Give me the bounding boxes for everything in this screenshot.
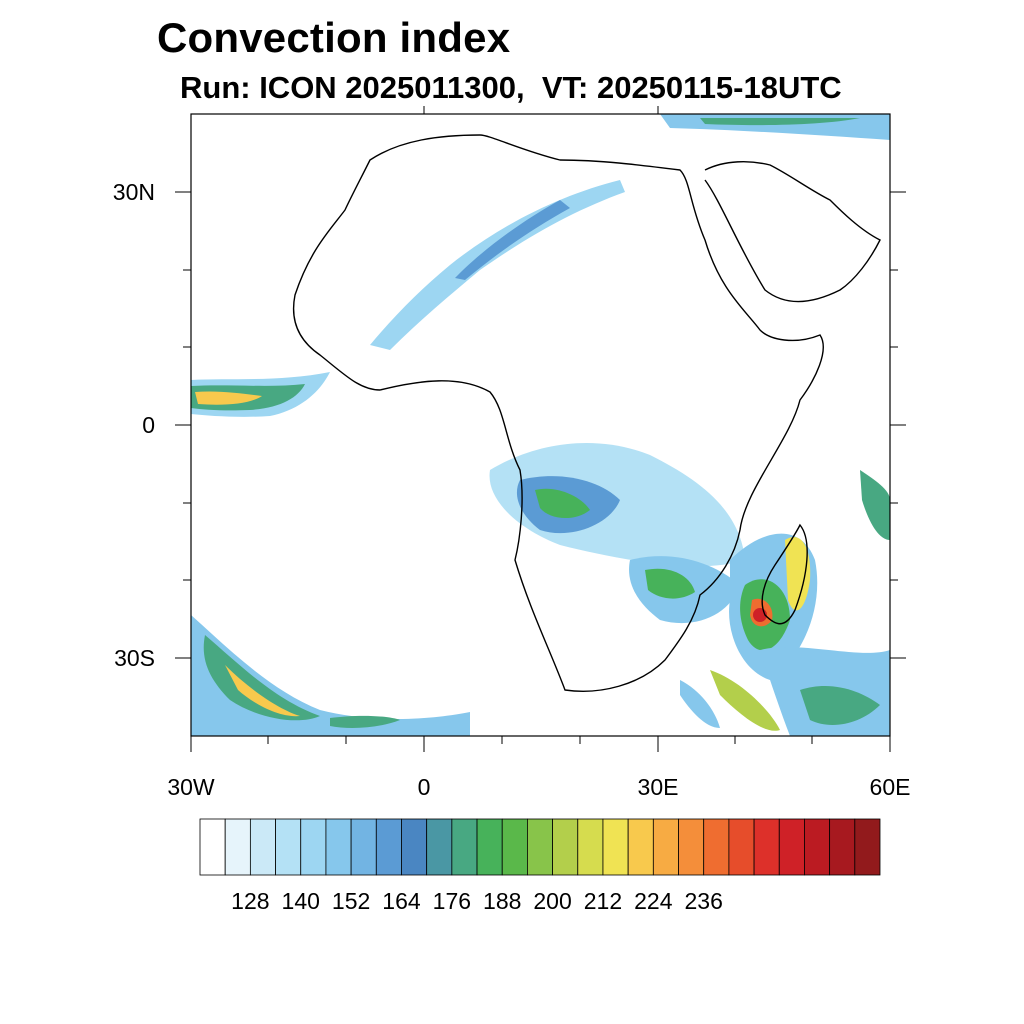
colorbar-swatch	[224, 818, 251, 876]
map-title: Convection index	[157, 14, 511, 61]
lon-label-30w: 30W	[167, 774, 215, 800]
colorbar-swatch	[426, 818, 453, 876]
colorbar-swatch	[577, 818, 604, 876]
colorbar-label: 176	[432, 888, 472, 914]
colorbar-label: 152	[331, 888, 371, 914]
lon-label-60e: 60E	[869, 774, 911, 800]
colorbar-swatch	[703, 818, 730, 876]
colorbar-swatch	[300, 818, 327, 876]
lat-label-30n: 30N	[112, 179, 155, 205]
colorbar-label: 224	[634, 888, 673, 914]
colorbar-swatch	[249, 818, 276, 876]
convection-field	[191, 114, 890, 736]
colorbar-swatch	[854, 818, 881, 876]
colorbar-label: 128	[231, 888, 270, 914]
colorbar-swatch	[652, 818, 679, 876]
colorbar-swatch	[627, 818, 654, 876]
lat-label-0: 0	[142, 412, 155, 438]
colorbar-label: 236	[684, 888, 723, 914]
africa-coastline	[292, 134, 824, 692]
lon-label-0: 0	[417, 774, 431, 800]
colorbar-swatch	[829, 818, 856, 876]
colorbar-swatch	[501, 818, 528, 876]
colorbar-swatch	[350, 818, 377, 876]
colorbar-swatch	[778, 818, 805, 876]
arabia-coastline	[704, 161, 881, 303]
colorbar-swatch	[375, 818, 402, 876]
colorbar-swatch	[602, 818, 629, 876]
colorbar-label: 164	[382, 888, 421, 914]
lon-label-30e: 30E	[637, 774, 679, 800]
colorbar-label: 212	[583, 888, 623, 914]
colorbar-swatch	[753, 818, 780, 876]
colorbar-label: 200	[533, 888, 572, 914]
colorbar-swatch	[552, 818, 579, 876]
colorbar-swatch	[527, 818, 553, 876]
colorbar-swatch	[275, 818, 302, 876]
map-subtitle: Run: ICON 2025011300, VT: 20250115-18UTC	[180, 70, 842, 105]
lon-ticks	[190, 106, 891, 752]
colorbar-swatch	[199, 818, 226, 876]
colorbar-swatch	[451, 818, 478, 876]
colorbar-swatch	[728, 818, 755, 876]
colorbar-swatch	[401, 818, 428, 876]
lat-ticks	[175, 191, 906, 659]
colorbar-swatch	[678, 818, 705, 876]
madagascar-coastline	[761, 523, 808, 625]
lat-label-30s: 30S	[114, 645, 155, 671]
colorbar	[199, 818, 881, 876]
colorbar-label: 188	[483, 888, 522, 914]
colorbar-swatch	[476, 818, 503, 876]
colorbar-label: 140	[281, 888, 320, 914]
colorbar-swatch	[325, 818, 352, 876]
colorbar-swatch	[804, 818, 831, 876]
